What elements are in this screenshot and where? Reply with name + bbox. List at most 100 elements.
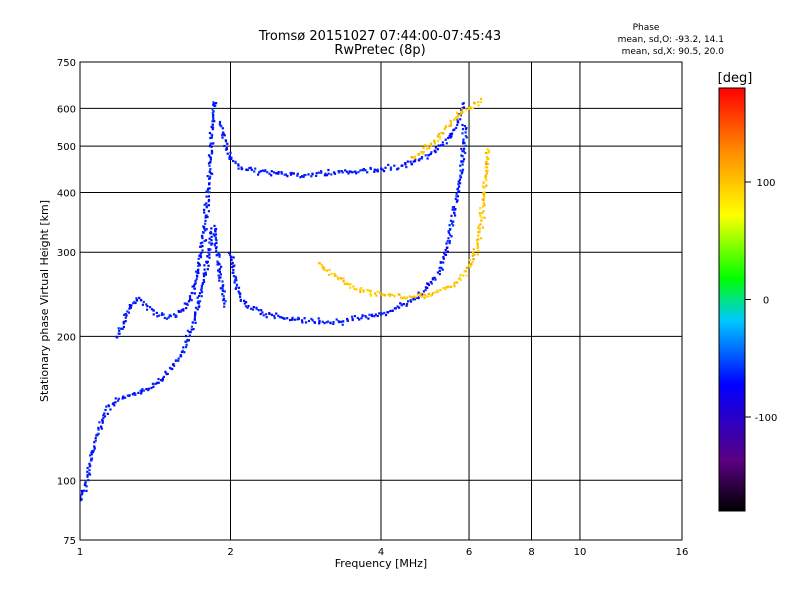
data-point-o	[210, 232, 213, 235]
data-point-o	[461, 163, 464, 166]
data-point-o	[461, 150, 464, 153]
data-point-o	[229, 151, 232, 154]
data-point-x	[471, 254, 474, 257]
data-point-o	[103, 415, 107, 418]
data-point-o	[191, 291, 194, 295]
data-point-o	[257, 173, 260, 176]
data-point-o	[442, 256, 445, 259]
data-point-o	[147, 387, 150, 390]
data-point-o	[318, 319, 321, 322]
data-point-x	[471, 106, 474, 110]
data-point-o	[140, 299, 143, 302]
data-point-o	[80, 493, 84, 496]
data-point-o	[409, 160, 412, 163]
data-point-x	[349, 286, 352, 289]
data-point-x	[436, 289, 440, 292]
data-point-o	[135, 298, 139, 302]
data-point-o	[429, 152, 432, 156]
data-point-o	[103, 412, 106, 415]
data-point-o	[373, 315, 376, 318]
data-point-x	[339, 277, 342, 280]
data-point-o	[141, 388, 144, 391]
data-point-o	[460, 172, 463, 175]
data-point-o	[437, 144, 440, 147]
data-point-x	[479, 214, 482, 217]
data-point-x	[370, 294, 373, 297]
data-point-o	[263, 170, 266, 173]
data-point-o	[106, 412, 109, 415]
data-point-o	[207, 264, 210, 267]
data-point-o	[127, 311, 130, 314]
data-point-o	[203, 208, 206, 211]
data-point-o	[200, 291, 204, 294]
data-point-x	[484, 166, 487, 169]
data-point-o	[461, 168, 465, 171]
data-point-o	[202, 272, 205, 275]
data-point-o	[232, 256, 235, 259]
data-point-x	[482, 210, 485, 213]
data-point-o	[181, 349, 184, 352]
data-point-o	[203, 264, 206, 267]
data-point-o	[366, 171, 369, 174]
data-point-o	[214, 230, 217, 233]
data-point-o	[97, 428, 100, 431]
data-point-x	[485, 160, 488, 163]
data-point-o	[440, 266, 443, 270]
data-point-o	[340, 170, 343, 173]
data-point-x	[443, 127, 446, 130]
data-point-o	[265, 316, 268, 319]
data-point-o	[420, 156, 424, 159]
data-point-o	[332, 321, 335, 324]
data-point-o	[281, 316, 284, 320]
data-point-o	[124, 320, 127, 323]
data-point-o	[179, 354, 182, 357]
data-point-x	[477, 101, 480, 104]
data-point-o	[203, 239, 206, 243]
data-point-o	[186, 329, 189, 332]
data-point-o	[130, 304, 133, 307]
data-point-x	[486, 166, 489, 169]
data-point-x	[482, 192, 485, 195]
data-point-o	[232, 265, 235, 268]
data-point-o	[253, 170, 256, 173]
data-point-o	[449, 136, 452, 139]
data-point-o	[222, 295, 225, 298]
data-point-o	[211, 142, 214, 145]
data-point-x	[476, 241, 479, 244]
data-point-o	[209, 248, 212, 251]
data-point-x	[486, 152, 489, 155]
data-point-o	[201, 249, 204, 252]
data-point-o	[185, 346, 188, 349]
data-point-o	[197, 264, 200, 267]
data-point-o	[246, 306, 249, 309]
data-point-o	[217, 274, 220, 277]
data-point-x	[401, 296, 404, 299]
data-point-o	[381, 168, 384, 171]
data-point-o	[430, 282, 433, 285]
data-point-x	[461, 108, 464, 111]
data-point-o	[94, 439, 97, 442]
data-point-x	[318, 262, 322, 265]
data-point-o	[458, 190, 461, 193]
data-point-o	[222, 299, 225, 302]
data-point-o	[186, 339, 189, 342]
data-point-o	[412, 160, 415, 163]
data-point-o	[149, 306, 152, 309]
data-point-x	[483, 204, 486, 207]
data-point-x	[426, 147, 429, 150]
data-point-o	[117, 399, 120, 402]
data-point-o	[216, 263, 219, 266]
data-point-o	[210, 125, 213, 129]
data-point-o	[196, 296, 199, 299]
data-point-o	[117, 397, 120, 400]
data-point-o	[180, 355, 183, 358]
data-point-x	[465, 274, 468, 277]
data-point-o	[212, 118, 215, 121]
data-point-x	[487, 157, 490, 160]
data-point-o	[307, 173, 310, 176]
data-point-o	[270, 174, 273, 177]
data-point-o	[90, 459, 93, 462]
data-point-x	[431, 292, 434, 295]
data-point-o	[164, 370, 167, 373]
data-point-o	[133, 392, 136, 395]
